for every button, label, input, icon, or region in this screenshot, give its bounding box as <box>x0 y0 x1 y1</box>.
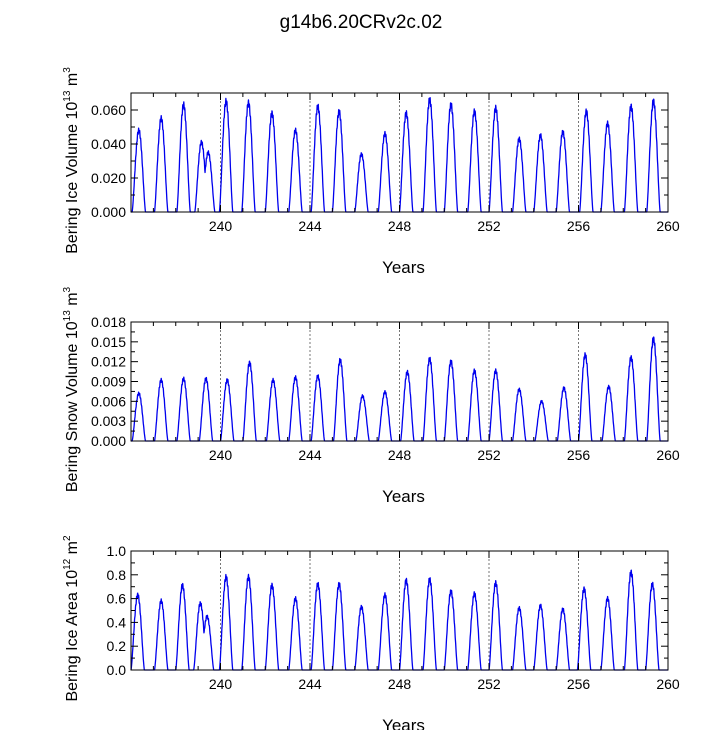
chart-panel-1: 240 244 248 252 256 260 0.000 0.020 0.040 0.060 Ye… <box>62 67 680 277</box>
x-tick-label: 252 <box>477 447 501 463</box>
x-tick-label: 248 <box>388 447 412 463</box>
x-tick-label: 260 <box>656 218 680 234</box>
y-tick-label: 0.015 <box>91 334 126 350</box>
y-axis-title: Bering Ice Area 1012 m2 <box>62 535 81 702</box>
y-tick-label: 0.003 <box>91 413 126 429</box>
y-tick-label: 0.020 <box>91 170 126 186</box>
y-tick-label: 0.000 <box>91 204 126 220</box>
x-tick-label: 256 <box>567 447 591 463</box>
series-line <box>130 336 669 442</box>
page-title: g14b6.20CRv2c.02 <box>280 12 443 33</box>
x-tick-label: 248 <box>388 218 412 234</box>
x-axis-title: Years <box>382 487 425 506</box>
x-tick-label: 240 <box>209 676 233 692</box>
y-tick-label: 1.0 <box>107 543 127 559</box>
y-tick-label: 0.8 <box>107 567 127 583</box>
y-tick-label: 0.006 <box>91 393 126 409</box>
x-tick-label: 240 <box>209 218 233 234</box>
y-axis-title: Bering Ice Volume 1013 m3 <box>62 67 81 254</box>
x-tick-label: 252 <box>477 676 501 692</box>
y-tick-label: 0.4 <box>107 614 127 630</box>
x-tick-label: 260 <box>656 676 680 692</box>
x-tick-label: 256 <box>567 218 591 234</box>
x-tick-label: 244 <box>298 447 322 463</box>
y-axis-title: Bering Snow Volume 1013 m3 <box>62 286 81 492</box>
y-tick-label: 0.012 <box>91 354 126 370</box>
chart-panel-2: 240 244 248 252 256 260 0.000 0.003 0.006 0.009 0.… <box>62 286 680 506</box>
y-tick-label: 0.2 <box>107 638 127 654</box>
x-tick-label: 260 <box>656 447 680 463</box>
y-tick-label: 0.0 <box>107 662 127 678</box>
y-tick-label: 0.040 <box>91 136 126 152</box>
x-tick-label: 256 <box>567 676 591 692</box>
y-tick-label: 0.009 <box>91 374 126 390</box>
y-tick-label: 0.000 <box>91 433 126 449</box>
x-tick-label: 252 <box>477 218 501 234</box>
y-tick-label: 0.018 <box>91 314 126 330</box>
y-tick-label: 0.060 <box>91 102 126 118</box>
x-tick-label: 248 <box>388 676 412 692</box>
y-tick-label: 0.6 <box>107 591 127 607</box>
x-tick-label: 240 <box>209 447 233 463</box>
x-tick-label: 244 <box>298 676 322 692</box>
x-axis-title: Years <box>382 716 425 730</box>
x-tick-label: 244 <box>298 218 322 234</box>
chart-panel-3: 240 244 248 252 256 260 0.0 0.2 0.4 0.6 0.8 1.0 Year… <box>62 535 680 730</box>
x-axis-title: Years <box>382 258 425 277</box>
